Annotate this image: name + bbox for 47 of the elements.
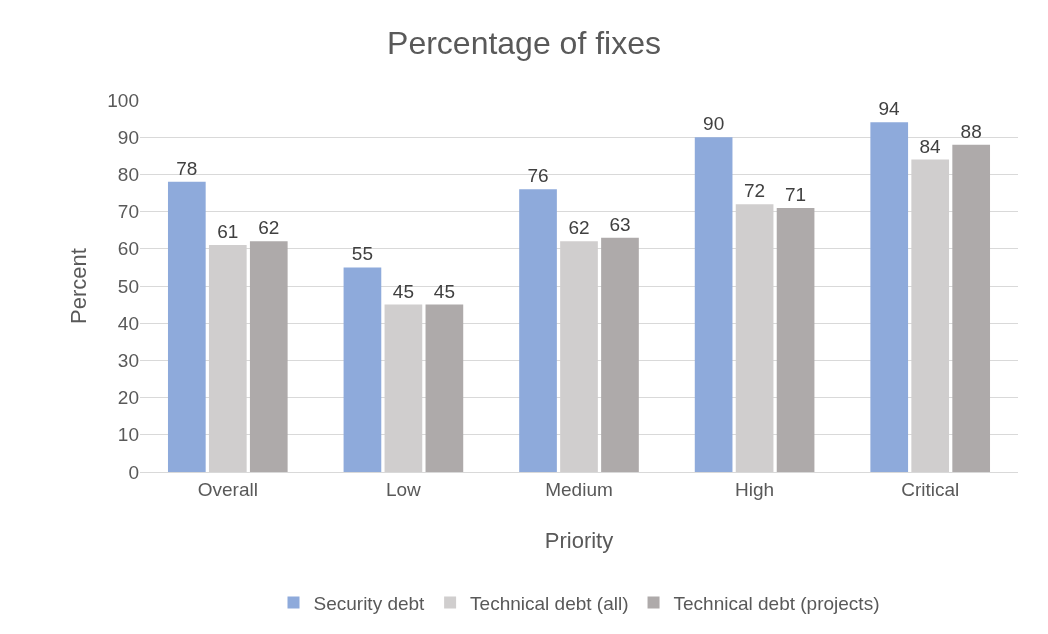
data-label: 45: [392, 280, 414, 302]
y-tick-label: 0: [128, 461, 139, 483]
x-tick-label: Overall: [197, 478, 258, 500]
data-label: 76: [527, 165, 549, 187]
y-tick-label: 40: [117, 312, 139, 334]
x-tick-label: Medium: [545, 478, 613, 500]
data-label: 71: [785, 183, 807, 205]
y-tick-label: 10: [117, 424, 139, 446]
bar: [167, 181, 206, 472]
bar: [343, 267, 382, 472]
data-label: 45: [433, 280, 455, 302]
x-tick-label: High: [735, 478, 775, 500]
bar: [952, 144, 991, 472]
x-tick-label: Low: [385, 478, 422, 500]
y-tick-label: 80: [117, 164, 139, 186]
data-label: 72: [744, 180, 766, 202]
bar: [519, 189, 557, 472]
legend-label: Technical debt (projects): [673, 592, 880, 614]
bar: [249, 241, 288, 472]
legend-label: Security debt: [313, 592, 426, 614]
data-label: 63: [609, 213, 631, 235]
data-label: 61: [217, 221, 239, 243]
bar: [601, 237, 639, 472]
data-label: 78: [176, 157, 198, 179]
y-tick-label: 90: [117, 126, 139, 148]
bar: [776, 207, 815, 472]
bar: [870, 122, 909, 472]
bar: [425, 304, 464, 472]
y-tick-label: 20: [117, 387, 139, 409]
x-tick-label: Critical: [901, 478, 960, 500]
data-label: 88: [960, 120, 982, 142]
chart-title: Percentage of fixes: [387, 25, 661, 62]
data-label: 84: [919, 135, 941, 157]
y-tick-label: 60: [117, 238, 139, 260]
x-axis-title: Priority: [544, 528, 614, 553]
data-label: 62: [568, 217, 590, 239]
bar: [694, 137, 733, 472]
legend-label: Technical debt (all): [470, 592, 629, 614]
y-tick-label: 50: [117, 275, 139, 297]
data-label: 55: [351, 243, 373, 265]
y-tick-label: 70: [117, 201, 139, 223]
y-tick-label: 30: [117, 350, 139, 372]
data-label: 94: [878, 98, 901, 120]
data-label: 62: [258, 217, 280, 239]
y-tick-label: 100: [107, 89, 139, 111]
data-label: 90: [703, 113, 725, 135]
y-axis-title: Percent: [66, 248, 91, 324]
